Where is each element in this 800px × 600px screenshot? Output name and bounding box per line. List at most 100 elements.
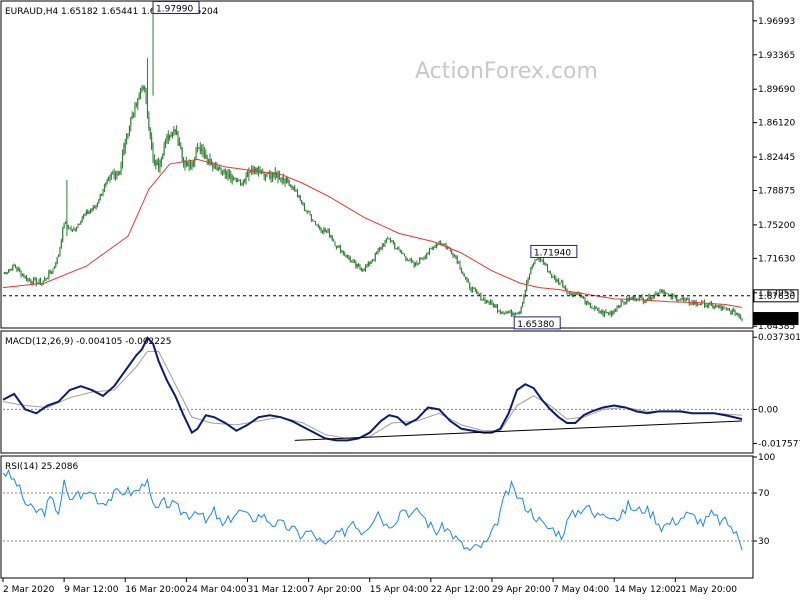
candle-body [676, 296, 678, 301]
candle-body [548, 271, 550, 272]
candle-body [246, 176, 248, 178]
candle-body [527, 278, 529, 282]
candle-body [180, 145, 182, 149]
candle-body [702, 301, 704, 302]
candle-body [185, 162, 187, 165]
price-tag-box [753, 312, 799, 326]
candle-body [376, 252, 378, 254]
x-tick-label: 9 Mar 12:00 [64, 585, 119, 595]
candle-body [219, 167, 221, 170]
candle-body [580, 292, 582, 297]
candle-body [326, 230, 328, 232]
price-ytick-label: 1.89690 [758, 85, 795, 95]
candle-body [10, 268, 12, 271]
candle-body [437, 244, 439, 245]
candle-body [502, 312, 504, 315]
candle-body [680, 299, 682, 300]
candle-body [523, 295, 525, 303]
candle-body [520, 306, 522, 314]
candle-body [512, 313, 514, 315]
candle-body [395, 248, 397, 250]
macd-ytick-label: -0.017577 [758, 439, 800, 449]
candle-body [242, 181, 244, 185]
candle-body [112, 173, 114, 175]
candle-body [498, 311, 500, 313]
candle-body [221, 170, 223, 172]
candle-body [159, 163, 161, 168]
candle-body [126, 134, 128, 144]
candle-body [542, 259, 544, 263]
candle-body [192, 161, 194, 167]
candle-body [531, 265, 533, 269]
candle-body [412, 261, 414, 263]
candle-body [52, 268, 54, 273]
candle-body [585, 300, 587, 305]
candle-body [108, 177, 110, 180]
candle-body [683, 298, 685, 300]
candle-body [413, 262, 415, 267]
candle-body [712, 304, 714, 309]
candle-body [717, 305, 719, 307]
candle-body [342, 250, 344, 254]
candle-body [648, 294, 650, 300]
candle-body [13, 264, 15, 266]
x-tick-label: 14 May 12:00 [614, 585, 676, 595]
candle-body [597, 308, 599, 310]
candle-body [296, 190, 298, 197]
candle-body [255, 167, 257, 172]
candle-body [133, 114, 135, 116]
candle-body [227, 174, 229, 178]
candle-body [535, 259, 537, 261]
candle-body [390, 238, 392, 241]
candle-body [330, 236, 332, 237]
candle-body [442, 243, 444, 245]
candle-body [660, 290, 662, 292]
candle-body [510, 310, 512, 315]
candle-body [158, 162, 160, 168]
candle-body [449, 248, 451, 251]
candle-body [140, 91, 142, 96]
candle-body [194, 159, 196, 162]
candle-body [169, 134, 171, 139]
candle-body [394, 243, 396, 249]
candle-body [681, 298, 683, 300]
candle-body [70, 227, 72, 231]
candle-body [309, 211, 311, 216]
candle-body [340, 246, 342, 253]
candle-body [71, 230, 73, 231]
candle-body [99, 194, 101, 201]
candle-body [734, 309, 736, 315]
candle-body [658, 292, 660, 295]
candle-body [735, 313, 737, 315]
candle-body [76, 227, 78, 230]
candle-body [373, 259, 375, 261]
candle-body [465, 276, 467, 279]
candle-body [319, 226, 321, 230]
candle-body [741, 319, 743, 320]
candle-body [184, 163, 186, 165]
candle-body [427, 253, 429, 255]
candle-body [595, 306, 597, 309]
candle-body [706, 305, 708, 307]
candle-body [37, 282, 39, 284]
price-annotation-box [530, 244, 578, 258]
candle-body [217, 167, 219, 171]
candle-body [673, 295, 675, 297]
candle-body [291, 185, 293, 188]
candle-body [202, 149, 204, 153]
candle-body [17, 268, 19, 271]
candle-body [59, 247, 61, 256]
candle-body [176, 130, 178, 135]
candle-body [591, 307, 593, 309]
candle-body [453, 255, 455, 257]
candle-body [456, 256, 458, 263]
candle-body [338, 245, 340, 247]
candle-body [612, 311, 614, 316]
price-panel-title: EURAUD,H4 1.65182 1.65441 1.64907 1.6520… [5, 7, 219, 17]
candle-body [484, 299, 486, 303]
candle-body [519, 312, 521, 314]
candle-body [434, 246, 436, 249]
candle-body [174, 130, 176, 131]
candle-body [424, 257, 426, 258]
